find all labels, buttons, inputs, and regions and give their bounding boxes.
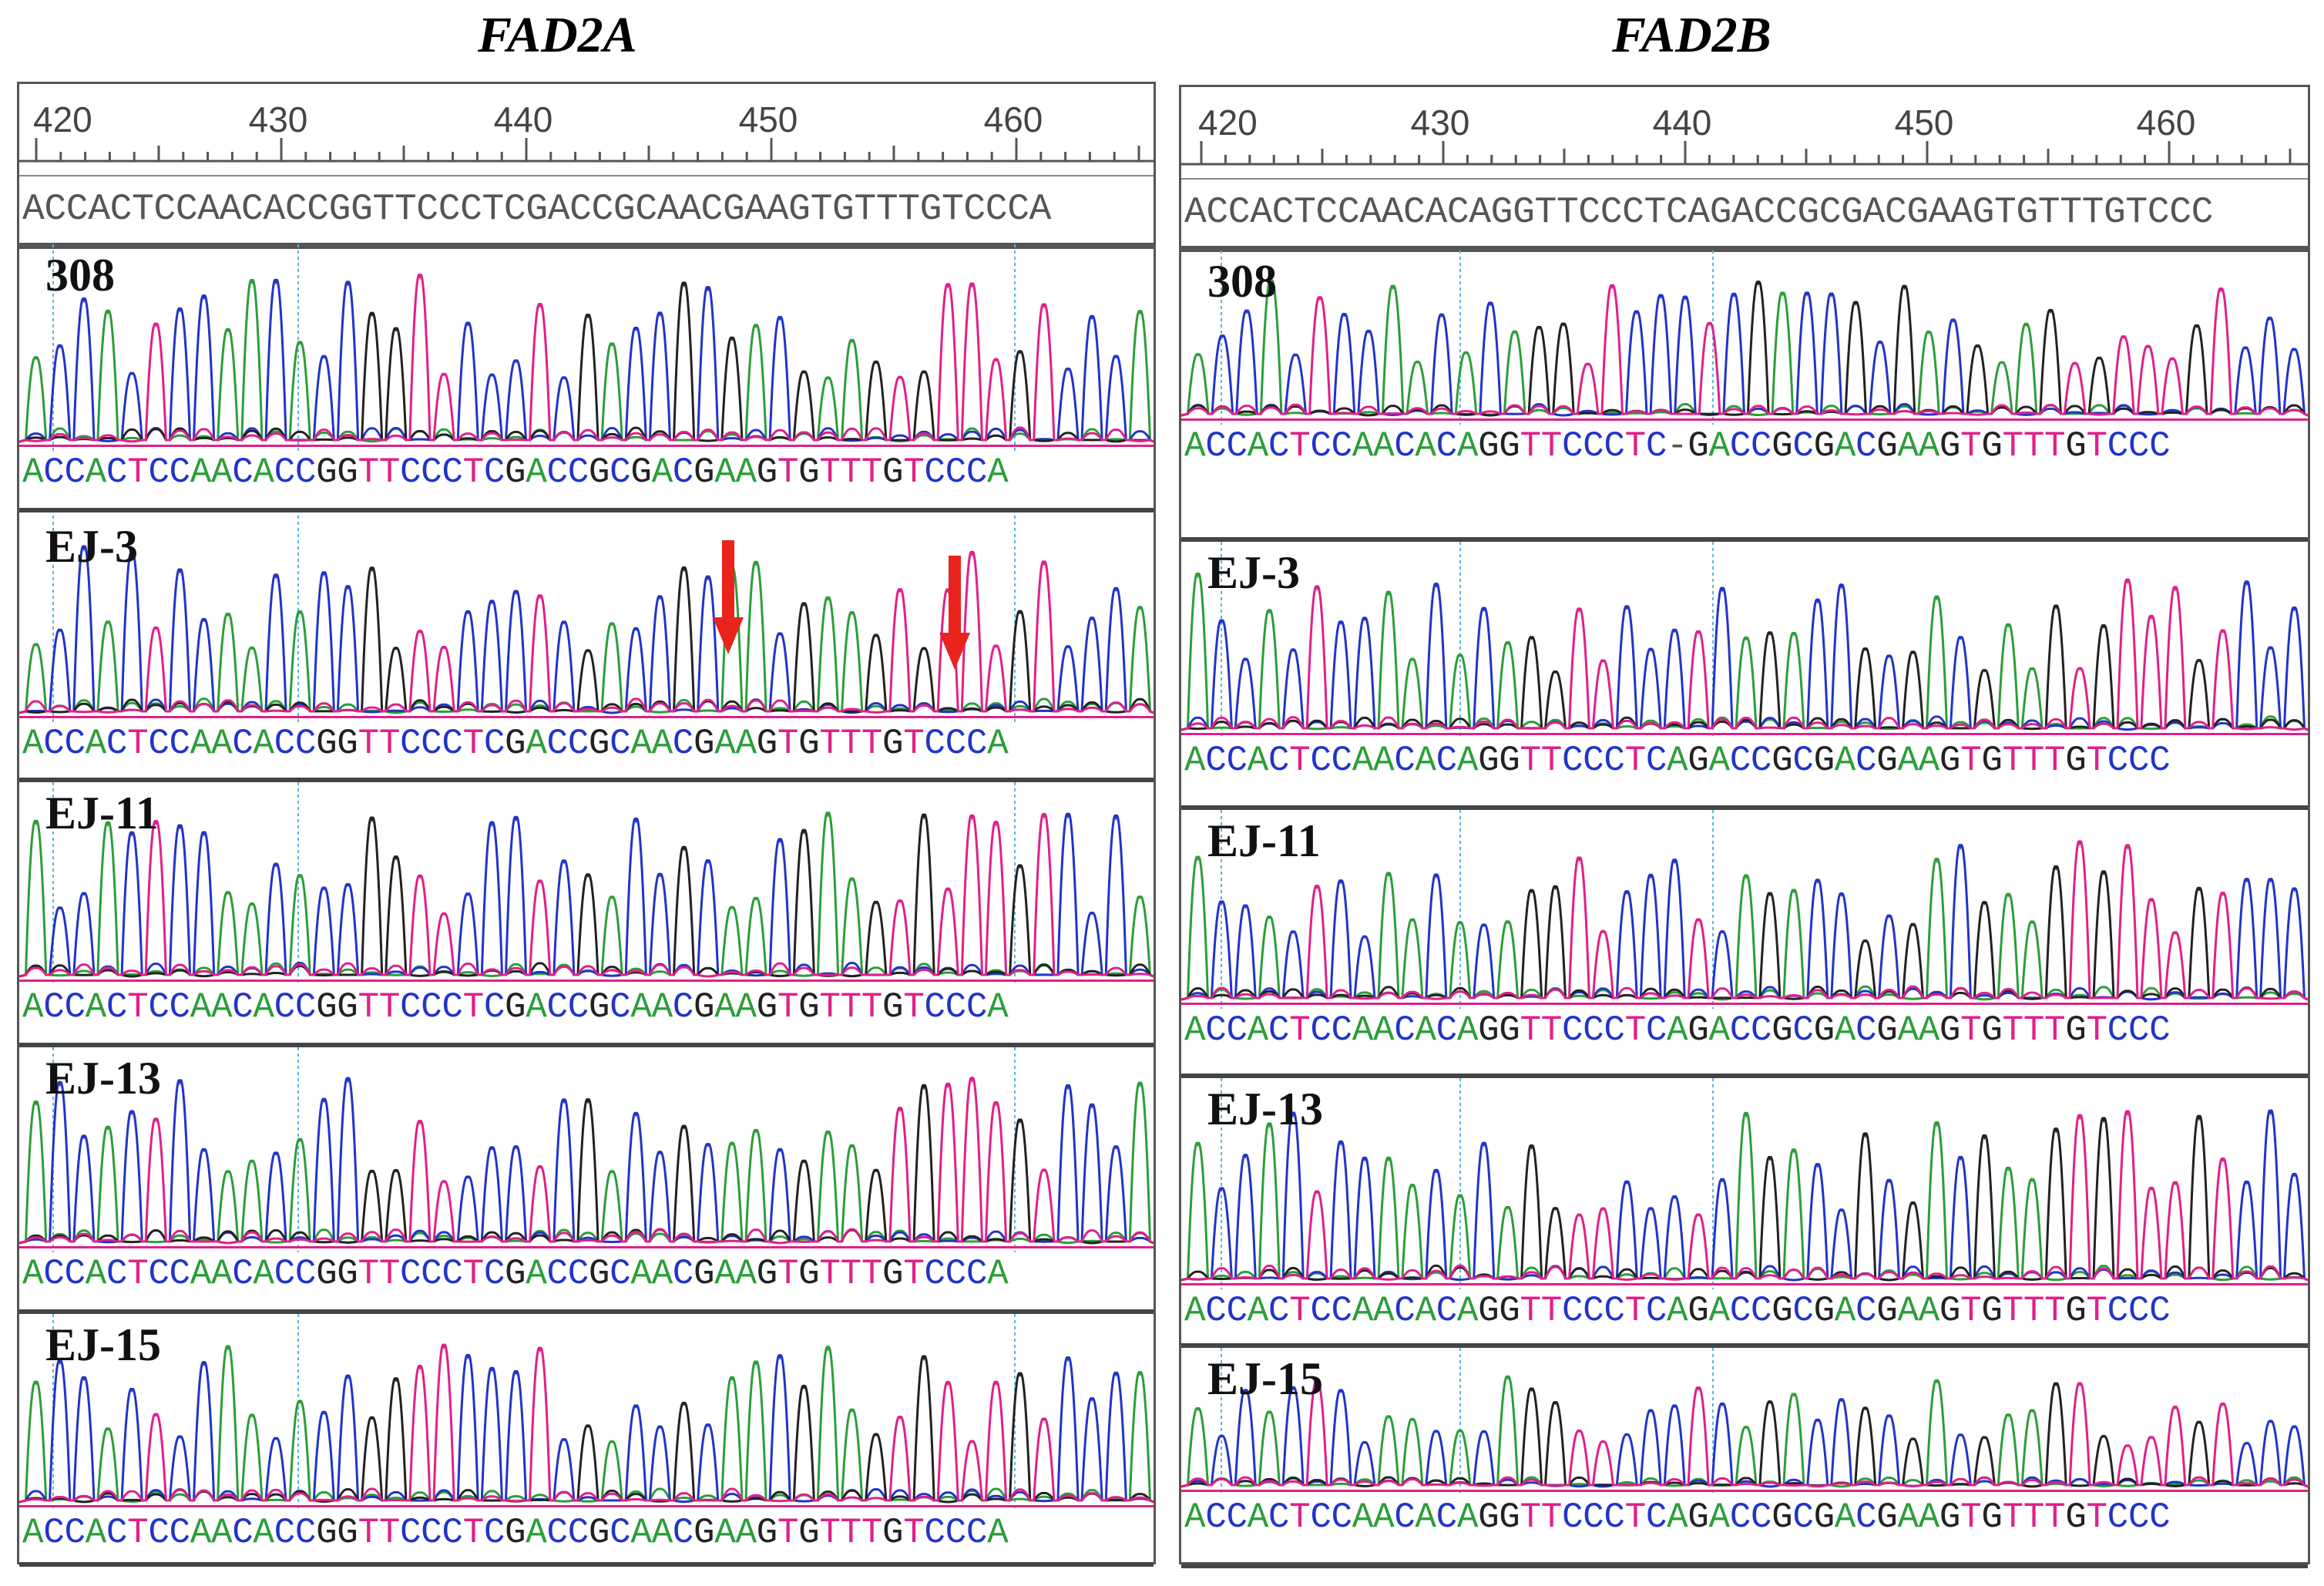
ruler-tick-label: 430 <box>1411 102 1470 143</box>
ruler-tick-label: 450 <box>739 99 798 139</box>
trace-t <box>1181 284 2308 417</box>
panel-title-fad2a: FAD2A <box>478 7 637 63</box>
sample-track-ej-3: EJ-3 ACCACTCCAACACCGGTTCCCTCGACCGCAACGAAG… <box>19 516 1154 782</box>
trace-t <box>1181 1379 2308 1488</box>
trace-baseline <box>1181 1490 2308 1492</box>
trace-c <box>19 1353 1154 1504</box>
sample-label: EJ-11 <box>1207 815 1321 866</box>
called-sequence: ACCACTCCAACACCGGTTCCCTCGACCGCAACGAAGTGTT… <box>22 724 1009 764</box>
trace-baseline <box>1181 1003 2308 1005</box>
sample-label: EJ-3 <box>1207 547 1300 598</box>
trace-t <box>19 1077 1154 1245</box>
sample-label: EJ-11 <box>45 788 159 838</box>
called-sequence: ACCACTCCAACACCGGTTCCCTCGACCGCAACGAAGTGTT… <box>22 1513 1009 1553</box>
reference-sequence: ACCACTCCAACACCGGTTCCCTCGACCGCAACGAAGTGTT… <box>22 189 1052 230</box>
sample-label: 308 <box>45 250 115 301</box>
called-sequence: ACCACTCCAACACCGGTTCCCTCGACCGCGACGAAGTGTT… <box>22 452 1009 492</box>
trace-a <box>1181 855 2308 1001</box>
trace-baseline <box>19 1505 1154 1507</box>
trace-t <box>1181 1110 2308 1282</box>
trace-c <box>1181 1109 2308 1282</box>
ruler-tick-label: 440 <box>494 99 553 139</box>
chromatogram-trace <box>19 1314 1154 1511</box>
ruler-tick-label: 430 <box>249 99 308 139</box>
trace-t <box>19 550 1154 714</box>
reference-sequence-row: ACCACTCCAACACAGGTTCCCTCAGACCGCGACGAAGTGT… <box>1181 178 2308 252</box>
called-sequence: ACCACTCCAACACAGGTTCCCTCAGACCGCGACGAAGTGT… <box>1184 1497 2171 1537</box>
trace-baseline <box>1181 418 2308 421</box>
ruler-tick-label: 440 <box>1653 102 1712 143</box>
called-sequence: ACCACTCCAACACAGGTTCCCTCAGACCGCGACGAAGTGT… <box>1184 741 2171 781</box>
called-sequence: ACCACTCCAACACAGGTTCCCTCAGACCGCGACGAAGTGT… <box>1184 1291 2171 1331</box>
chromatogram-trace <box>1181 1348 2308 1496</box>
reference-sequence-row: ACCACTCCAACACCGGTTCCCTCGACCGCAACGAAGTGTT… <box>19 175 1154 249</box>
position-ruler: 420 430 440 450 460 <box>19 84 1154 175</box>
sample-label: EJ-3 <box>45 521 138 572</box>
chromatogram-trace <box>1181 250 2308 425</box>
chromatogram-trace <box>1181 542 2308 739</box>
sample-label: EJ-13 <box>1207 1084 1323 1134</box>
trace-t <box>19 1343 1154 1504</box>
chromatogram-trace <box>1181 810 2308 1009</box>
trace-baseline <box>1181 1283 2308 1285</box>
trace-t <box>19 812 1154 978</box>
trace-baseline <box>19 445 1154 447</box>
chromatogram-trace <box>19 244 1154 451</box>
trace-t <box>1181 840 2308 1001</box>
sample-label: EJ-15 <box>45 1319 161 1370</box>
ruler-tick-label: 460 <box>984 99 1043 139</box>
sample-track-ej-15: EJ-15 ACCACTCCAACACCGGTTCCCTCGACCGCAACGAA… <box>19 1314 1154 1567</box>
chromatogram-trace <box>1181 1078 2308 1289</box>
chromatogram-trace <box>19 782 1154 986</box>
sample-label: EJ-15 <box>1207 1353 1323 1404</box>
ruler-tick-label: 420 <box>33 99 92 139</box>
sample-track-ej-3: EJ-3 ACCACTCCAACACAGGTTCCCTCAGACCGCGACGAA… <box>939 542 2308 810</box>
mutation-arrow-icon <box>713 540 744 654</box>
trace-c <box>1181 844 2308 1001</box>
trace-baseline <box>19 979 1154 982</box>
trace-baseline <box>1181 733 2308 735</box>
trace-c <box>19 278 1154 443</box>
sample-track-ej-11: EJ-11 ACCACTCCAACACCGGTTCCCTCGACCGCAACGAA… <box>19 782 1154 1047</box>
sample-track-ej-13: EJ-13 ACCACTCCAACACAGGTTCCCTCAGACCGCGACGA… <box>1181 1078 2308 1348</box>
sample-track-308: 308 ACCACTCCAACACAGGTTCCCTC-GACCGCGACGAAG… <box>1181 250 2308 542</box>
chromatogram-panel-fad2b: 420 430 440 450 460 ACCACTCCAACACAGGTTCCCTCAG… <box>939 85 2310 1568</box>
mutation-arrow-icon <box>939 556 970 670</box>
trace-c <box>1181 580 2308 731</box>
trace-c <box>1181 1386 2308 1488</box>
called-sequence: ACCACTCCAACACAGGTTCCCTC-GACCGCGACGAAGTGT… <box>1184 426 2171 466</box>
sample-track-308: 308 ACCACTCCAACACCGGTTCCCTCGACCGCGACGAAGT… <box>19 244 1154 512</box>
reference-sequence: ACCACTCCAACACAGGTTCCCTCAGACCGCGACGAAGTGT… <box>1184 192 2214 234</box>
chromatogram-trace <box>19 516 1154 722</box>
position-ruler: 420 430 440 450 460 <box>1181 87 2308 178</box>
trace-a <box>19 1345 1154 1504</box>
sample-track-ej-13: EJ-13 ACCACTCCAACACCGGTTCCCTCGACCGCAACGAA… <box>19 1047 1154 1314</box>
sample-label: 308 <box>1207 256 1277 307</box>
ruler-tick-label: 460 <box>2137 102 2196 143</box>
chromatogram-trace <box>19 1047 1154 1252</box>
sample-label: EJ-13 <box>45 1053 161 1104</box>
trace-t <box>19 274 1154 443</box>
trace-t <box>1181 578 2308 731</box>
trace-baseline <box>19 716 1154 718</box>
ruler-tick-label: 420 <box>1198 102 1258 143</box>
chromatogram-panel-fad2a: 420 430 440 450 460 ACCACTCCAACACCGGTTCCCTCGA… <box>17 82 1156 1567</box>
sample-track-ej-15: EJ-15 ACCACTCCAACACAGGTTCCCTCAGACCGCGACGA… <box>1181 1348 2308 1568</box>
called-sequence: ACCACTCCAACACAGGTTCCCTCAGACCGCGACGAAGTGT… <box>1184 1010 2171 1050</box>
trace-c <box>19 1077 1154 1245</box>
called-sequence: ACCACTCCAACACCGGTTCCCTCGACCGCAACGAAGTGTT… <box>22 1254 1009 1294</box>
called-sequence: ACCACTCCAACACCGGTTCCCTCGACCGCAACGAAGTGTT… <box>22 987 1009 1027</box>
trace-a <box>1181 279 2308 417</box>
trace-c <box>19 545 1154 714</box>
trace-baseline <box>19 1246 1154 1248</box>
ruler-tick-label: 450 <box>1895 102 1954 143</box>
panel-title-fad2b: FAD2B <box>1612 7 1772 63</box>
sample-track-ej-11: EJ-11 ACCACTCCAACACAGGTTCCCTCAGACCGCGACGA… <box>1181 810 2308 1078</box>
trace-c <box>19 812 1154 978</box>
